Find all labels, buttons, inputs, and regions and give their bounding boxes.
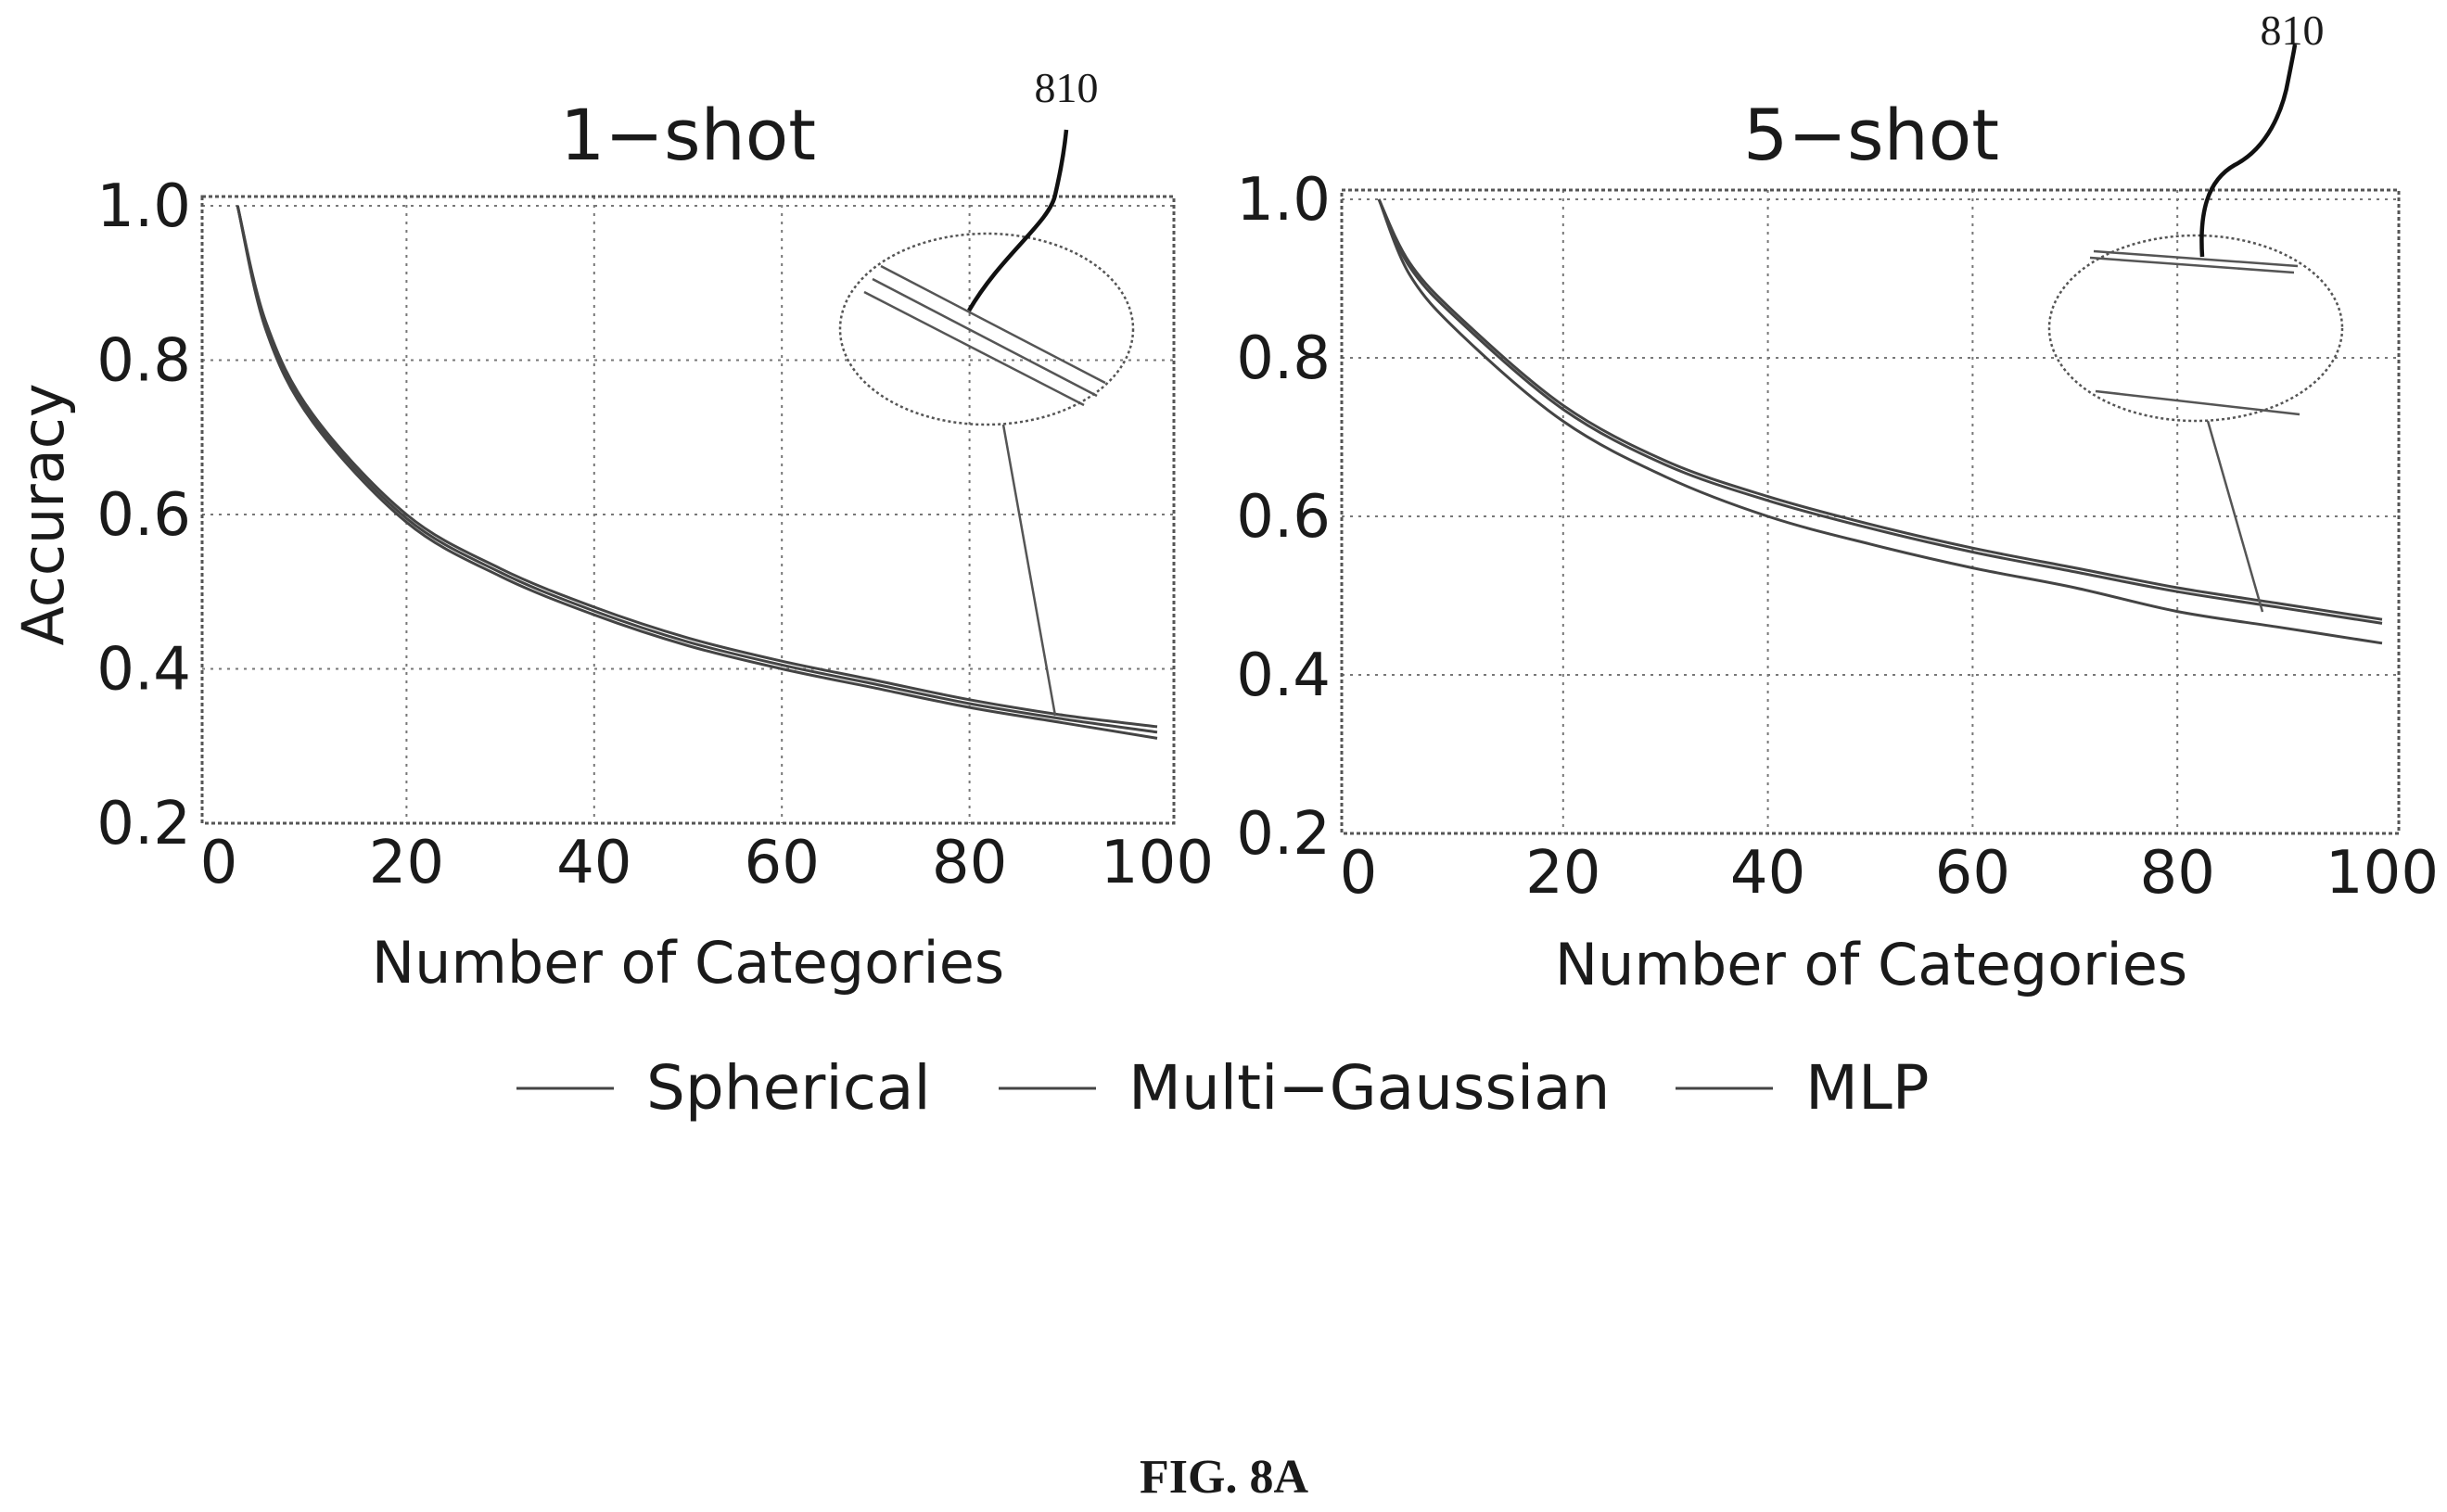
inset-curve-multi-gaussian	[2089, 256, 2295, 274]
inset-curve-multi-gaussian	[872, 277, 1098, 398]
x-tick-label: 60	[1935, 839, 2010, 908]
x-tick-label: 20	[1525, 839, 1600, 908]
legend-label: Multi−Gaussian	[1128, 1052, 1610, 1124]
x-tick-label: 100	[2326, 839, 2439, 908]
series-line-spherical	[1377, 198, 2383, 621]
reference-leader-line	[2199, 44, 2298, 258]
x-tick-label: 40	[1730, 839, 1805, 908]
inset-curve-spherical	[880, 264, 1106, 385]
inset-pointer-line	[2206, 420, 2264, 613]
x-axis-label: Number of Categories	[1555, 931, 2187, 998]
chart-title: 1−shot	[560, 94, 816, 176]
series-line-mlp	[1377, 198, 2383, 645]
inset-curve-spherical	[2093, 249, 2299, 268]
y-tick-label: 0.2	[96, 790, 191, 858]
series-line-multi-gaussian	[236, 205, 1158, 734]
plot-frame	[1340, 188, 2401, 835]
tick-labels: 0 20 40 60 80 100 0.2 0.4 0.6 0.8 1.0	[1236, 166, 2439, 908]
series-lines	[236, 205, 1158, 740]
magnifier-ellipse	[2047, 234, 2344, 423]
y-axis-label: Accuracy	[9, 383, 77, 645]
y-tick-label: 0.4	[1236, 642, 1331, 710]
y-tick-label: 0.8	[96, 327, 191, 396]
chart-title: 5−shot	[1743, 94, 1999, 176]
y-tick-label: 1.0	[1236, 166, 1331, 235]
plot-frame	[200, 195, 1176, 825]
inset-curve-mlp	[2095, 389, 2300, 416]
chart-5-shot: 5−shot Number of Categories 0 20 40 60 80 100…	[1236, 6, 2439, 998]
series-line-spherical	[236, 205, 1158, 729]
x-tick-label: 0	[200, 829, 238, 897]
reference-numeral: 810	[1035, 64, 1099, 111]
inset-pointer-line	[1001, 424, 1057, 717]
grid	[202, 197, 1174, 823]
series-line-multi-gaussian	[1377, 198, 2383, 625]
tick-labels: 0 20 40 60 80 100 0.2 0.4 0.6 0.8 1.0	[96, 172, 1214, 897]
legend-item-spherical: Spherical	[516, 1052, 931, 1124]
inset-curve-mlp	[863, 290, 1085, 407]
legend: Spherical Multi−Gaussian MLP	[516, 1052, 1930, 1124]
y-tick-label: 0.2	[1236, 800, 1331, 869]
reference-numeral: 810	[2261, 6, 2325, 54]
x-tick-label: 20	[369, 829, 444, 897]
series-lines	[1377, 198, 2383, 645]
magnifier-ellipse	[838, 232, 1135, 426]
y-tick-label: 1.0	[96, 172, 191, 241]
x-tick-label: 100	[1101, 829, 1214, 897]
y-tick-label: 0.6	[96, 481, 191, 550]
magnified-inset	[2047, 234, 2344, 613]
x-tick-label: 60	[744, 829, 819, 897]
x-axis-label: Number of Categories	[372, 929, 1004, 997]
legend-label: Spherical	[646, 1052, 931, 1124]
y-tick-label: 0.8	[1236, 324, 1331, 393]
x-tick-label: 40	[556, 829, 631, 897]
legend-label: MLP	[1805, 1052, 1930, 1124]
figure-caption: FIG. 8A	[1140, 1451, 1308, 1504]
legend-item-mlp: MLP	[1676, 1052, 1930, 1124]
x-tick-label: 80	[2139, 839, 2214, 908]
series-line-mlp	[236, 205, 1158, 740]
legend-item-multi-gaussian: Multi−Gaussian	[999, 1052, 1610, 1124]
reference-leader-line	[967, 129, 1069, 312]
y-tick-label: 0.6	[1236, 483, 1331, 552]
x-tick-label: 80	[932, 829, 1007, 897]
y-tick-label: 0.4	[96, 636, 191, 705]
chart-1-shot: 1−shot Number of Categories Accuracy 0 20…	[9, 64, 1214, 997]
x-tick-label: 0	[1340, 839, 1378, 908]
magnified-inset	[838, 232, 1135, 717]
grid	[1342, 190, 2399, 833]
